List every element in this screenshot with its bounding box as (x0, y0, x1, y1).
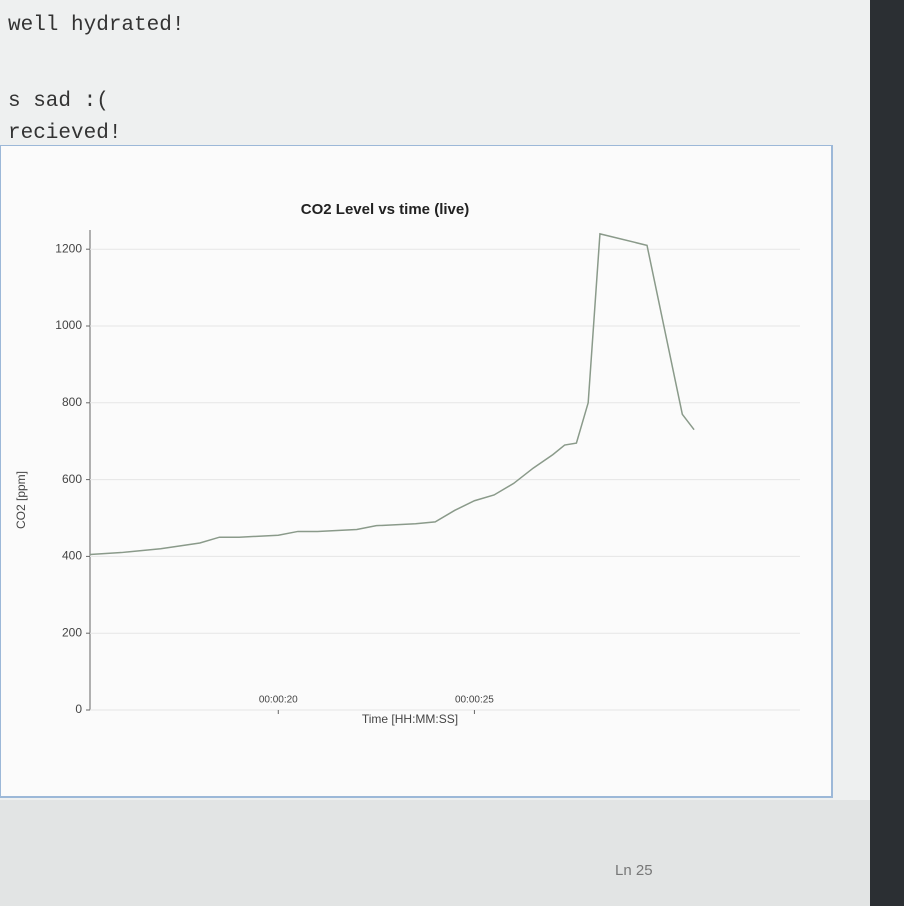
console-line: well hydrated! (8, 14, 185, 37)
x-tick-label: 00:00:20 (259, 695, 298, 706)
y-tick-label: 200 (62, 625, 82, 639)
console-line: s sad :( (8, 90, 109, 113)
x-axis-label: Time [HH:MM:SS] (362, 712, 458, 726)
chart-panel (0, 145, 833, 798)
y-tick-label: 0 (75, 702, 82, 716)
y-tick-label: 600 (62, 472, 82, 486)
y-tick-label: 1200 (55, 241, 82, 255)
y-tick-label: 1000 (55, 318, 82, 332)
y-tick-label: 400 (62, 549, 82, 563)
chart-title: CO2 Level vs time (live) (301, 201, 469, 218)
line-number: Ln 25 (615, 862, 653, 879)
console-line: recieved! (8, 122, 122, 145)
data-line (89, 232, 695, 556)
x-tick-label: 00:00:25 (455, 695, 494, 706)
side-panel (870, 0, 904, 906)
y-tick-label: 800 (62, 395, 82, 409)
y-axis-label: CO2 [ppm] (14, 471, 28, 529)
status-bar: Ln 25 (0, 800, 870, 906)
chart: CO2 Level vs time (live) Time [HH:MM:SS]… (0, 145, 833, 798)
